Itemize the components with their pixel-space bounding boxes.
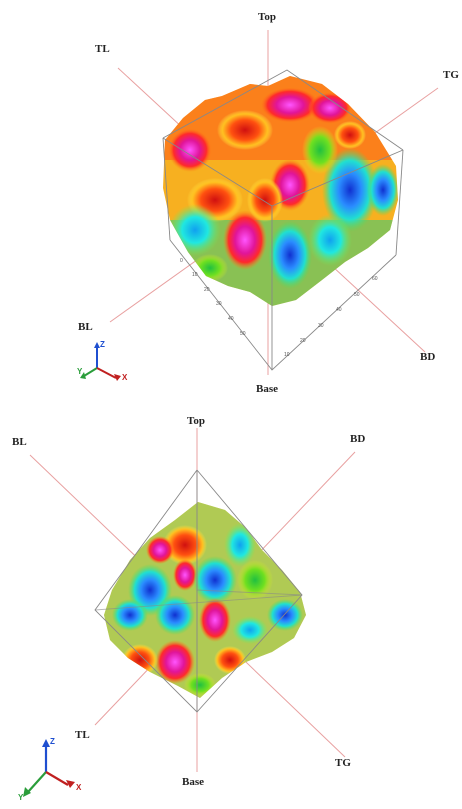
svg-text:50: 50 bbox=[354, 292, 360, 298]
axis-x-label: X bbox=[76, 783, 82, 792]
view-1-axis-triad: Z Y X bbox=[77, 340, 128, 382]
view-2-resistivity-volume bbox=[104, 502, 306, 698]
svg-text:50: 50 bbox=[240, 331, 246, 337]
svg-text:30: 30 bbox=[318, 323, 324, 329]
label-bd: BD bbox=[420, 351, 435, 363]
svg-text:60: 60 bbox=[372, 276, 378, 282]
view-1: 0 10 20 30 40 50 10 20 30 40 50 60 Top TL TG B… bbox=[0, 0, 462, 400]
svg-text:0: 0 bbox=[180, 258, 183, 264]
label-top: Top bbox=[258, 11, 276, 23]
label-bl: BL bbox=[12, 436, 27, 448]
label-tl: TL bbox=[95, 43, 110, 55]
svg-text:10: 10 bbox=[192, 272, 198, 278]
view-2-canvas: Top BL BD TL TG Base Z Y X bbox=[12, 415, 365, 802]
axis-y-label: Y bbox=[77, 367, 83, 376]
label-tl: TL bbox=[75, 729, 90, 741]
label-tg: TG bbox=[335, 757, 351, 769]
svg-text:10: 10 bbox=[284, 352, 290, 358]
axis-y-label: Y bbox=[18, 793, 24, 802]
view-2-axis-triad: Z Y X bbox=[18, 737, 82, 802]
label-top: Top bbox=[187, 415, 205, 427]
axis-z-label: Z bbox=[50, 737, 55, 746]
svg-text:40: 40 bbox=[336, 307, 342, 313]
view-2-cube-frame bbox=[94, 469, 303, 713]
svg-text:30: 30 bbox=[216, 301, 222, 307]
svg-text:20: 20 bbox=[300, 338, 306, 344]
view-1-ticks: 0 10 20 30 40 50 10 20 30 40 50 60 bbox=[180, 258, 378, 358]
label-base: Base bbox=[256, 383, 278, 395]
view-1-cube-frame bbox=[162, 69, 404, 371]
view-1-canvas: 0 10 20 30 40 50 10 20 30 40 50 60 Top TL TG B… bbox=[77, 11, 459, 395]
label-bl: BL bbox=[78, 321, 93, 333]
svg-text:40: 40 bbox=[228, 316, 234, 322]
svg-text:20: 20 bbox=[204, 287, 210, 293]
view-2: Top BL BD TL TG Base Z Y X bbox=[0, 400, 462, 809]
view-1-resistivity-volume bbox=[163, 76, 398, 306]
axis-z-label: Z bbox=[100, 340, 105, 349]
axis-x-label: X bbox=[122, 373, 128, 382]
label-bd: BD bbox=[350, 433, 365, 445]
label-tg: TG bbox=[443, 69, 459, 81]
label-base: Base bbox=[182, 776, 204, 788]
